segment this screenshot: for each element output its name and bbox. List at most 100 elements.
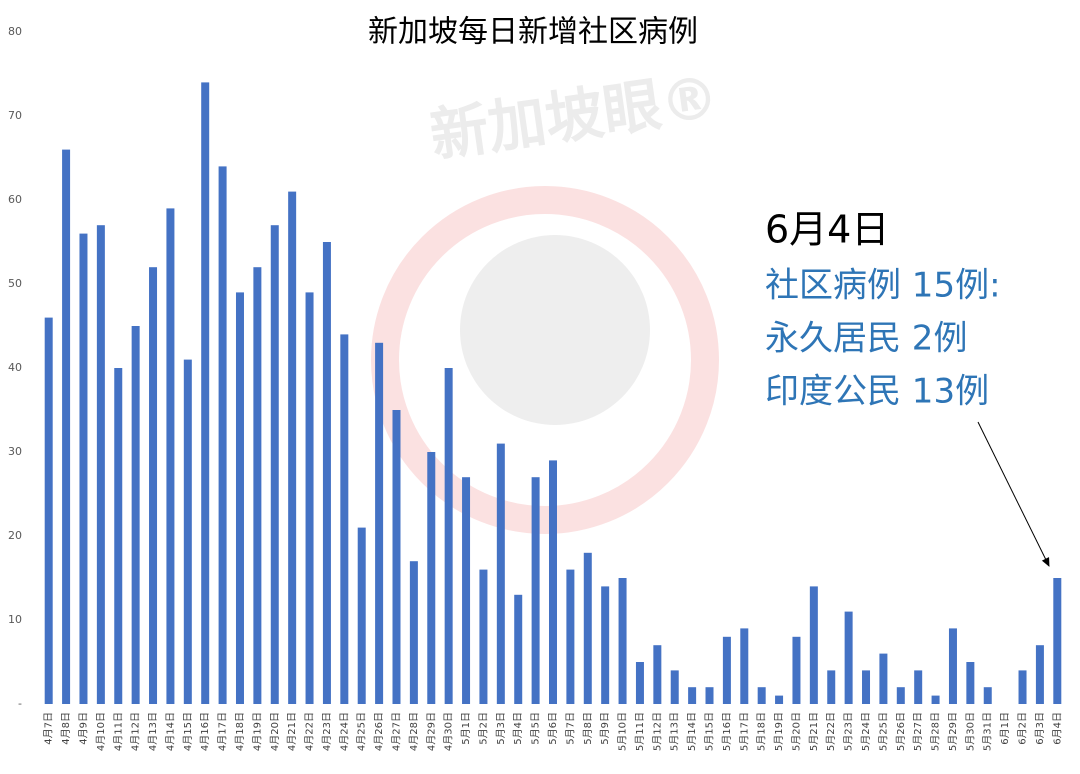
bar bbox=[914, 670, 923, 704]
watermark-ring bbox=[371, 186, 719, 534]
bar bbox=[479, 569, 488, 704]
x-tick-label: 4月17日 bbox=[217, 712, 229, 751]
x-tick-label: 5月16日 bbox=[721, 712, 733, 751]
bar bbox=[896, 687, 905, 704]
bar bbox=[149, 267, 158, 704]
bar bbox=[514, 594, 523, 704]
x-tick-label: 5月30日 bbox=[964, 712, 976, 751]
x-tick-label: 5月28日 bbox=[930, 712, 942, 751]
bar bbox=[792, 636, 801, 704]
x-tick-label: 4月24日 bbox=[338, 712, 350, 751]
bar bbox=[931, 695, 940, 704]
x-tick-label: 4月21日 bbox=[286, 712, 298, 751]
bar bbox=[253, 267, 262, 704]
bar bbox=[948, 628, 957, 704]
bar bbox=[462, 477, 471, 704]
x-tick-label: 5月2日 bbox=[477, 712, 489, 745]
x-tick-label: 5月14日 bbox=[686, 712, 698, 751]
x-tick-label: 5月15日 bbox=[704, 712, 716, 751]
bar bbox=[653, 645, 662, 704]
bar bbox=[62, 149, 71, 705]
bar bbox=[618, 578, 627, 704]
x-tick-label: 5月20日 bbox=[790, 712, 802, 751]
x-tick-label: 5月19日 bbox=[773, 712, 785, 751]
bar bbox=[1035, 645, 1044, 704]
bar bbox=[496, 443, 505, 704]
bar bbox=[427, 452, 436, 704]
bar bbox=[670, 670, 679, 704]
bar bbox=[183, 359, 192, 704]
x-tick-label: 6月1日 bbox=[999, 712, 1011, 745]
bar bbox=[288, 191, 297, 705]
x-tick-label: 5月21日 bbox=[808, 712, 820, 751]
x-tick-label: 5月7日 bbox=[564, 712, 576, 745]
x-tick-label: 4月15日 bbox=[182, 712, 194, 751]
watermark: 新加坡眼® bbox=[426, 62, 723, 170]
bar bbox=[601, 586, 610, 704]
x-tick-label: 5月8日 bbox=[582, 712, 594, 745]
bar bbox=[688, 687, 697, 704]
x-tick-label: 5月27日 bbox=[912, 712, 924, 751]
bar bbox=[166, 208, 175, 704]
annotation-heading: 6月4日 bbox=[765, 208, 889, 252]
annotation-arrow bbox=[977, 421, 1050, 567]
bar bbox=[705, 687, 714, 704]
y-tick-label: 30 bbox=[8, 445, 22, 458]
x-tick-label: 4月12日 bbox=[130, 712, 142, 751]
x-tick-label: 4月18日 bbox=[234, 712, 246, 751]
bar bbox=[131, 326, 140, 704]
bar bbox=[235, 292, 244, 704]
bar bbox=[862, 670, 871, 704]
x-tick-label: 4月8日 bbox=[60, 712, 72, 745]
x-tick-label: 5月3日 bbox=[495, 712, 507, 745]
bar bbox=[757, 687, 766, 704]
y-tick-label: - bbox=[18, 697, 22, 710]
bar bbox=[114, 368, 123, 704]
x-tick-label: 5月26日 bbox=[895, 712, 907, 751]
annotation-line: 永久居民 2例 bbox=[765, 319, 967, 359]
bar bbox=[444, 368, 453, 704]
x-tick-label: 4月19日 bbox=[251, 712, 263, 751]
y-tick-label: 40 bbox=[8, 361, 22, 374]
x-tick-label: 6月4日 bbox=[1051, 712, 1063, 745]
bar bbox=[357, 527, 366, 704]
x-tick-label: 4月11日 bbox=[112, 712, 124, 751]
bar bbox=[409, 561, 418, 704]
x-tick-label: 4月22日 bbox=[304, 712, 316, 751]
x-tick-label: 5月1日 bbox=[460, 712, 472, 745]
x-tick-label: 4月28日 bbox=[408, 712, 420, 751]
x-tick-label: 4月7日 bbox=[43, 712, 55, 745]
bar bbox=[44, 317, 53, 704]
bar bbox=[809, 586, 818, 704]
x-tick-label: 5月9日 bbox=[599, 712, 611, 745]
x-tick-label: 6月2日 bbox=[1017, 712, 1029, 745]
annotation-line: 印度公民 13例 bbox=[765, 372, 989, 412]
x-tick-label: 5月11日 bbox=[634, 712, 646, 751]
x-tick-label: 5月29日 bbox=[947, 712, 959, 751]
x-tick-label: 5月22日 bbox=[825, 712, 837, 751]
y-tick-label: 20 bbox=[8, 529, 22, 542]
bar bbox=[201, 82, 210, 704]
x-tick-label: 5月31日 bbox=[982, 712, 994, 751]
bar bbox=[740, 628, 749, 704]
x-tick-label: 4月13日 bbox=[147, 712, 159, 751]
x-tick-label: 5月23日 bbox=[843, 712, 855, 751]
x-tick-label: 5月5日 bbox=[530, 712, 542, 745]
bar bbox=[531, 477, 540, 704]
bar bbox=[722, 636, 731, 704]
y-tick-label: 50 bbox=[8, 277, 22, 290]
bar bbox=[96, 225, 105, 704]
x-tick-label: 5月18日 bbox=[756, 712, 768, 751]
x-tick-label: 6月3日 bbox=[1034, 712, 1046, 745]
bar bbox=[549, 460, 557, 704]
bar bbox=[79, 233, 88, 704]
x-tick-label: 5月17日 bbox=[738, 712, 750, 751]
bar bbox=[270, 225, 279, 704]
x-tick-label: 5月12日 bbox=[651, 712, 663, 751]
bar bbox=[827, 670, 836, 704]
x-tick-label: 4月9日 bbox=[77, 712, 89, 745]
bar bbox=[844, 611, 853, 704]
x-tick-label: 5月4日 bbox=[512, 712, 524, 745]
